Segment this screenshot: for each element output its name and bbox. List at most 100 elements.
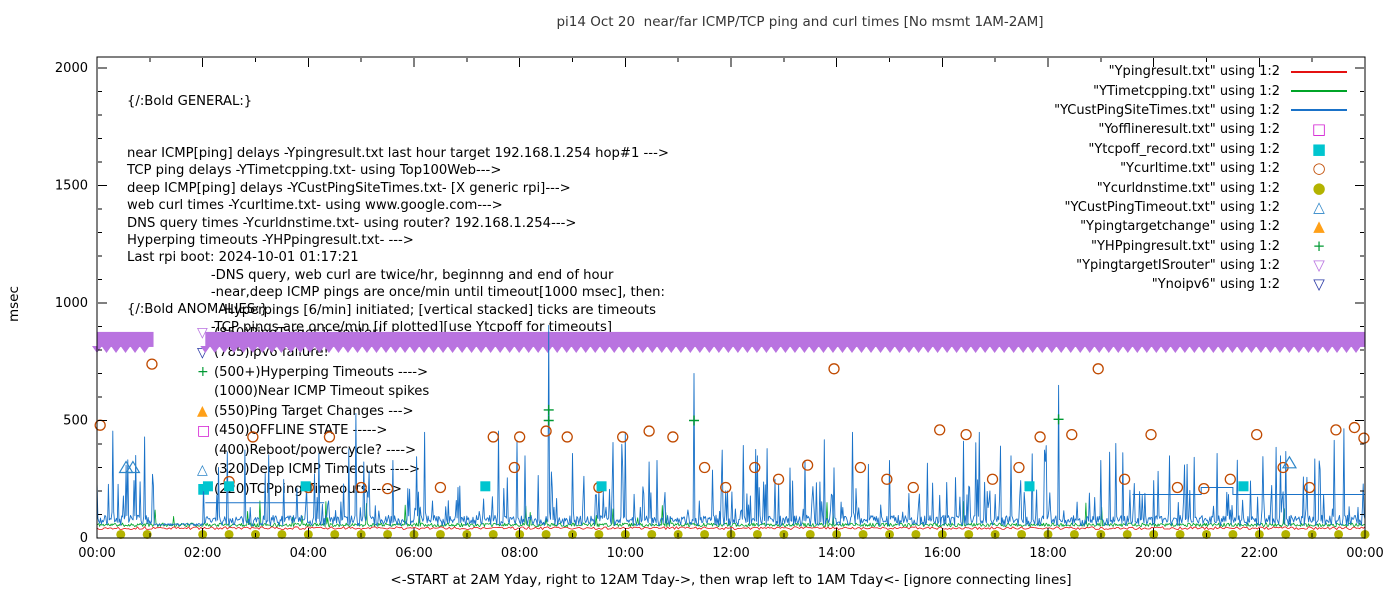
anomaly-item: + (500+)Hyperping Timeouts ----> [197,363,429,383]
y-tick-label: 2000 [55,61,88,76]
legend-item: "Ypingresult.txt" using 1:2 [1054,62,1348,81]
tcp-timeout-marker [1024,481,1035,492]
dns-time-marker [488,529,498,539]
dns-time-marker [224,529,234,539]
tcp-timeout-marker [480,481,491,492]
hyperping-timeout-marker [543,404,554,415]
legend-item: "YCustPingTimeout.txt" using 1:2 △ [1054,198,1348,217]
tcp-timeout-marker [596,481,607,492]
curl-time-marker [960,428,972,441]
dns-time-marker [116,529,126,539]
triangle-up-open-icon: △ [197,461,208,478]
anomaly-text: (850)PingTarget is router! [214,325,383,341]
x-tick-label: 06:00 [395,546,432,561]
x-tick-label: 00:00 [78,546,115,561]
dns-time-marker [832,529,842,539]
square-open-icon: □ [1311,120,1327,139]
legend-item: "YCustPingSiteTimes.txt" using 1:2 [1054,101,1348,120]
curl-time-marker [1198,482,1210,495]
dns-time-marker [805,529,815,539]
curl-time-marker [828,363,840,375]
curl-time-marker [698,461,711,474]
legend-label: "Ycurldnstime.txt" using 1:2 [1096,180,1280,196]
dns-time-marker [142,529,152,539]
curl-time-marker [854,461,867,474]
legend-label: "Yofflineresult.txt" using 1:2 [1098,122,1280,138]
segment-YCustPingSiteTimes-elevated [1132,487,1365,495]
dns-time-marker [383,529,393,539]
legend-item: "YHPpingresult.txt" using 1:2 + [1054,237,1348,256]
hyperping-timeout-marker [543,415,554,426]
circle-filled-icon: ● [1312,178,1326,197]
series-Ypingresult.txt [96,526,1366,530]
legend-item: "Ynoipv6" using 1:2 ▽ [1054,275,1348,294]
curl-time-marker [94,419,106,431]
curl-time-marker [514,431,526,443]
curl-time-marker [720,481,732,494]
anomaly-text: (550)Ping Target Changes ---> [214,403,414,419]
general-line: deep ICMP[ping] delays -YCustPingSiteTim… [127,180,571,196]
dns-time-marker [1096,529,1106,539]
anomaly-text: (400)Reboot/powercycle? ----> [214,442,417,458]
curl-time-marker [617,431,629,443]
curl-time-marker [1358,432,1370,444]
legend-label: "YTimetcpping.txt" using 1:2 [1093,83,1280,99]
dns-time-marker [568,529,577,539]
legend-sample-line [1290,70,1348,73]
dns-time-marker [435,529,445,539]
dns-time-marker [1122,529,1132,539]
x-tick-label: 08:00 [501,546,538,561]
triangle-down-open-icon: ▽ [197,325,208,342]
dns-time-marker [1043,529,1053,539]
triangle-up-filled-icon: ▲ [197,403,208,420]
legend-item: "Ycurltime.txt" using 1:2 ○ [1054,159,1348,178]
general-header: {/:Bold GENERAL:} [127,93,253,109]
curl-time-marker [487,431,499,443]
y-tick-label: 500 [63,414,88,429]
legend-item: "YTimetcpping.txt" using 1:2 [1054,81,1348,100]
legend-sample-square-filled: ■ [1290,139,1348,158]
line-sample-icon [1291,70,1347,73]
y-tick-label: 0 [80,531,88,546]
curl-time-marker [434,481,447,494]
anomaly-text: (1000)Near ICMP Timeout spikes [214,384,430,400]
dns-time-marker [251,529,260,539]
dns-time-marker [964,529,974,539]
legend-item: "Yofflineresult.txt" using 1:2 □ [1054,120,1348,139]
anomaly-text: (500+)Hyperping Timeouts ----> [214,364,429,380]
curl-time-marker [801,459,814,471]
curl-time-marker [1066,428,1078,441]
curl-time-marker [1348,421,1361,434]
hyperping-timeout-marker [1053,414,1064,425]
anomaly-item: ■ (220)TCPping Timeouts ----> [197,480,429,500]
dns-time-marker [409,529,419,539]
dns-time-marker [594,529,604,539]
dns-time-marker [541,529,551,539]
dns-time-marker [1254,529,1264,539]
anomaly-item: □ (450)OFFLINE STATE -----> [197,421,429,441]
anomalies-header: {/:Bold ANOMALIES:} [127,302,269,317]
dns-time-marker [1069,529,1079,539]
legend-label: "Ynoipv6" using 1:2 [1151,277,1280,293]
dns-time-marker [1307,529,1317,539]
anomaly-item: ▽ (785)ipv6 failure! [197,343,429,363]
dns-time-marker [726,529,736,539]
dns-time-marker [647,529,657,539]
legend-label: "Ypingresult.txt" using 1:2 [1108,64,1280,80]
line-sample-icon [1291,90,1347,93]
dns-time-marker [990,529,1000,539]
curl-time-marker [540,425,552,437]
curl-time-marker [1092,363,1104,375]
legend-item: "Ypingtargetchange" using 1:2 ▲ [1054,217,1348,236]
circle-open-icon: ○ [1312,159,1326,178]
legend-sample-square-open: □ [1290,122,1348,137]
y-tick-label: 1000 [55,296,88,311]
general-line: web curl times -Ycurltime.txt- using www… [127,198,503,214]
line-sample-icon [1291,109,1347,112]
dns-time-marker [937,529,947,539]
legend-sample-triangle-up-filled: ▲ [1290,219,1348,234]
square-filled-icon: ■ [1311,139,1327,158]
dns-time-marker [462,529,472,539]
x-tick-label: 14:00 [818,546,855,561]
